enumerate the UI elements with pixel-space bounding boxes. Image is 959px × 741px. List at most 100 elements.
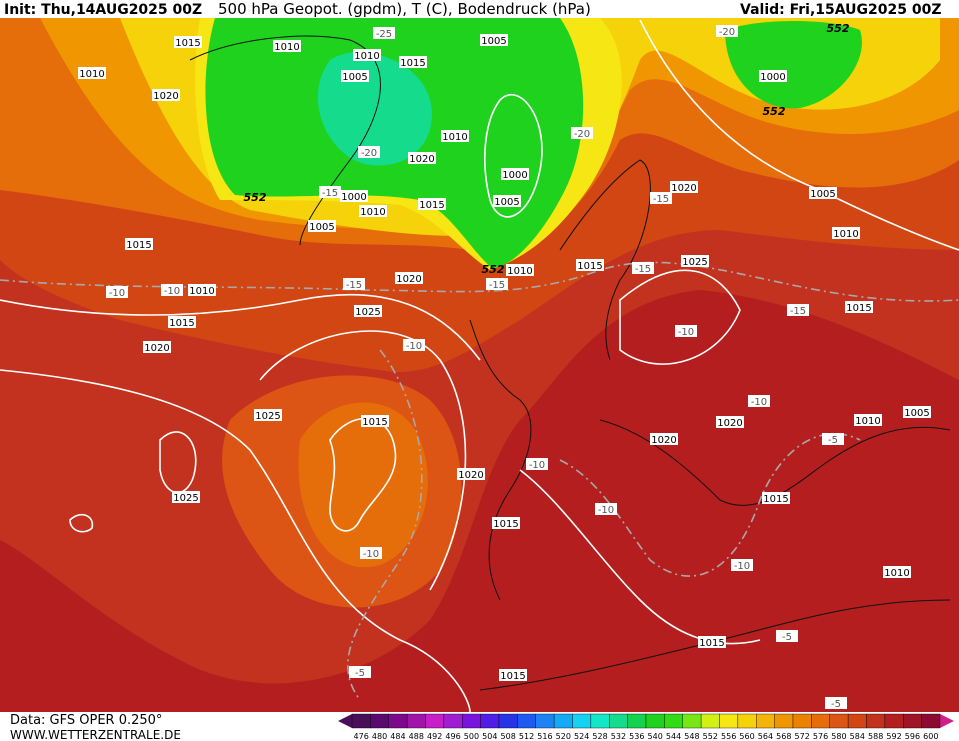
isobar-label-box: [143, 341, 171, 353]
contour-label: 552: [482, 263, 505, 276]
legend-label: 484: [390, 732, 405, 741]
temperature-label: -10: [406, 341, 422, 352]
isobar-label: 1015: [846, 303, 871, 314]
temperature-label-box: [787, 304, 809, 316]
isobar-label: 1020: [144, 343, 169, 354]
temperature-label: -10: [751, 397, 767, 408]
legend-label: 496: [445, 732, 460, 741]
legend-label: 580: [831, 732, 846, 741]
isobar-label-box: [78, 67, 106, 79]
isobar-label: 1005: [481, 36, 506, 47]
temperature-label: -10: [529, 460, 545, 471]
isobar-label: 1025: [355, 307, 380, 318]
isobar-label-box: [854, 414, 882, 426]
valid-time: Valid: Fri,15AUG2025 00Z: [740, 2, 942, 18]
isobar-label-box: [809, 187, 837, 199]
isobar-label: 1010: [274, 42, 299, 53]
isobar-label-box: [152, 89, 180, 101]
temperature-label: -10: [598, 505, 614, 516]
isobar-label-box: [359, 205, 387, 217]
temperature-label: -15: [653, 194, 669, 205]
temperature-label: -15: [790, 306, 806, 317]
isobar-label-box: [361, 415, 389, 427]
init-time: Init: Thu,14AUG2025 00Z: [4, 2, 202, 18]
data-source: Data: GFS OPER 0.250°: [10, 713, 162, 728]
isobar-label: 1005: [904, 408, 929, 419]
isobar-label: 1010: [884, 568, 909, 579]
isobar-label: 1015: [169, 318, 194, 329]
legend-label: 528: [592, 732, 607, 741]
labels: 1015 1010 1010 1015 1005 1005 1010 1020 1010 1020…: [78, 22, 931, 710]
temperature-label-box: [373, 27, 395, 39]
temperature-label-box: [650, 192, 672, 204]
legend-cell: [517, 713, 536, 729]
temperature-label-box: [106, 286, 128, 298]
isobar-label: 1015: [699, 638, 724, 649]
isobar-label: 1015: [419, 200, 444, 211]
temperature-label: -15: [322, 188, 338, 199]
isobar-label-box: [506, 264, 534, 276]
isobar-label: 1010: [360, 207, 385, 218]
isobar-label: 1010: [855, 416, 880, 427]
legend-cell: [921, 713, 941, 729]
contour-label: 552: [244, 191, 267, 204]
temperature-label: -10: [363, 549, 379, 560]
isobar-label: 1015: [763, 494, 788, 505]
isobar-label-box: [903, 406, 931, 418]
isobar-label-box: [716, 416, 744, 428]
legend-label: 492: [427, 732, 442, 741]
temperature-label-box: [825, 697, 847, 709]
temperature-label: -20: [719, 27, 735, 38]
isobar-label-box: [650, 433, 678, 445]
isobar-label-box: [883, 566, 911, 578]
legend-cell: [351, 713, 371, 729]
legend-cell: [498, 713, 518, 729]
isobar-label: 1025: [682, 257, 707, 268]
color-legend: 476 480 484 488 492 496 500 504 508 512 516 520 524 5…: [338, 713, 954, 741]
isobar-label-box: [492, 517, 520, 529]
isobar-label-box: [172, 491, 200, 503]
isobar-label-box: [493, 195, 521, 207]
temperature-label: -25: [376, 29, 392, 40]
isobar-label-box: [832, 227, 860, 239]
isobar-label-box: [308, 220, 336, 232]
legend-cell: [829, 713, 849, 729]
temperature-label: -10: [109, 288, 125, 299]
isobar-label-box: [499, 669, 527, 681]
legend-cell: [425, 713, 445, 729]
temperature-label-box: [731, 559, 753, 571]
temperature-label-box: [716, 25, 738, 37]
isobar-label: 1005: [494, 197, 519, 208]
isobar-label: 1020: [458, 470, 483, 481]
contour-label: 552: [763, 105, 786, 118]
isobar-label: 1010: [79, 69, 104, 80]
isobar-label-box: [501, 168, 529, 180]
legend-cell: [664, 713, 683, 729]
isobar-label-box: [399, 56, 427, 68]
legend-cell: [443, 713, 463, 729]
isobar-label-box: [341, 70, 369, 82]
field: [0, 18, 959, 712]
isobar-label: 1005: [309, 222, 334, 233]
isobar-label: 1015: [175, 38, 200, 49]
temperature-label-box: [776, 630, 798, 642]
isobar-label: 1025: [255, 411, 280, 422]
isobar-label: 1010: [833, 229, 858, 240]
isobar-label-box: [168, 316, 196, 328]
legend-label: 540: [648, 732, 663, 741]
isobar-label: 1015: [362, 417, 387, 428]
legend-cell: [847, 713, 867, 729]
legend-label: 572: [795, 732, 810, 741]
isobar-label: 1015: [500, 671, 525, 682]
legend-label: 552: [703, 732, 718, 741]
legend-cell: [572, 713, 592, 729]
legend-cell: [535, 713, 555, 729]
site-name: WWW.WETTERZENTRALE.DE: [10, 728, 181, 741]
legend-label: 524: [574, 732, 589, 741]
legend-label: 584: [850, 732, 865, 741]
legend-cell: [756, 713, 775, 729]
temperature-label-box: [349, 666, 371, 678]
legend-label: 596: [905, 732, 920, 741]
isobar-label: 1025: [173, 493, 198, 504]
temperature-label-box: [319, 186, 341, 198]
